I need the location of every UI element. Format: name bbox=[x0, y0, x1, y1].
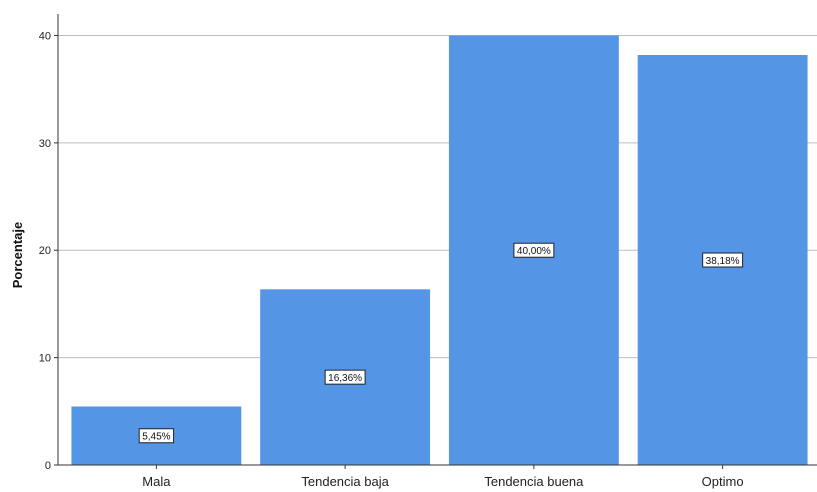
data-label-text: 16,36% bbox=[328, 373, 362, 384]
category-label: Tendencia baja bbox=[301, 474, 389, 489]
y-tick-label: 30 bbox=[39, 138, 51, 150]
y-tick-label: 0 bbox=[45, 460, 51, 472]
data-label-text: 38,18% bbox=[706, 256, 740, 267]
y-tick-label: 40 bbox=[39, 30, 51, 42]
data-label-box bbox=[513, 242, 555, 258]
y-axis-title: Porcentaje bbox=[10, 222, 25, 288]
category-label: Tendencia buena bbox=[484, 474, 584, 489]
category-label: Optimo bbox=[702, 474, 744, 489]
data-label: 40,00% bbox=[513, 242, 555, 258]
data-label-box bbox=[324, 369, 366, 385]
y-ticks: 0 10 20 30 40 bbox=[39, 30, 58, 472]
axes bbox=[57, 14, 817, 466]
y-tick-label: 10 bbox=[39, 353, 51, 365]
data-label: 38,18% bbox=[702, 252, 744, 268]
data-label-text: 5,45% bbox=[142, 432, 170, 443]
data-label-box bbox=[702, 252, 744, 268]
data-label: 16,36% bbox=[324, 369, 366, 385]
bars bbox=[71, 35, 808, 465]
data-label-text: 40,00% bbox=[517, 246, 551, 257]
category-label: Mala bbox=[142, 474, 171, 489]
y-tick-label: 20 bbox=[39, 245, 51, 257]
data-label-box bbox=[138, 428, 175, 444]
data-label: 5,45% bbox=[138, 428, 175, 444]
category-labels: Mala Tendencia baja Tendencia buena Optimo bbox=[142, 465, 744, 489]
data-labels: 5,45% 16,36% 40,00% 38,18% bbox=[138, 242, 744, 444]
